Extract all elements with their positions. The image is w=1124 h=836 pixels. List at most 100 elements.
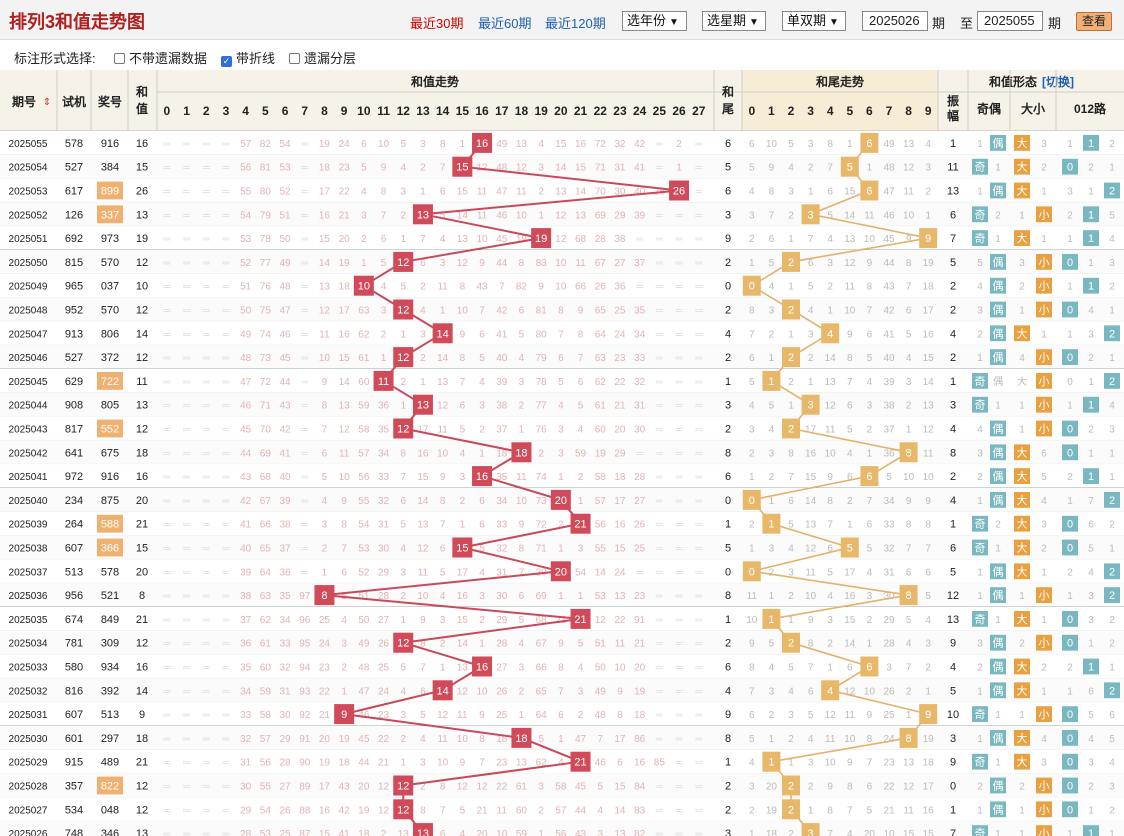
quick-link-30[interactable]: 最近30期 bbox=[410, 16, 464, 31]
weekday-select[interactable]: 选星期 ▼ bbox=[702, 11, 766, 31]
sum-ball bbox=[393, 251, 414, 272]
option-polyline[interactable]: ✓ 带折线 bbox=[221, 48, 275, 67]
miss-cell: ═ bbox=[655, 782, 664, 793]
miss-cell: ═ bbox=[202, 139, 211, 150]
row-bg bbox=[0, 821, 1124, 836]
miss-cell: 85 bbox=[654, 758, 666, 769]
parity-ball bbox=[990, 492, 1006, 508]
miss-cell: 6 bbox=[769, 234, 775, 245]
miss-cell: 偶 bbox=[993, 375, 1003, 388]
miss-cell: 41 bbox=[883, 329, 895, 340]
miss-cell: 56 bbox=[358, 472, 370, 483]
miss-cell: 12 bbox=[923, 425, 935, 436]
miss-cell: 14 bbox=[595, 567, 607, 578]
miss-cell: 30 bbox=[496, 591, 508, 602]
miss-cell: 5 bbox=[1088, 544, 1094, 555]
from-issue-input[interactable]: 2025026 bbox=[862, 11, 928, 31]
switch-link[interactable]: [切换] bbox=[1042, 74, 1074, 89]
miss-cell: 12 bbox=[805, 544, 817, 555]
parity-select[interactable]: 单双期 ▼ bbox=[782, 11, 846, 31]
sum-col-header: 0 bbox=[164, 104, 171, 118]
issue-header[interactable]: 期号 bbox=[12, 94, 36, 109]
checkbox-icon[interactable] bbox=[114, 53, 125, 64]
miss-cell: 2 bbox=[1067, 567, 1073, 578]
tail-cell: 9 bbox=[725, 709, 731, 721]
miss-cell: 27 bbox=[378, 615, 390, 626]
year-select[interactable]: 选年份 ▼ bbox=[622, 11, 687, 31]
miss-cell: ═ bbox=[675, 567, 684, 578]
parity-text: 奇 bbox=[975, 542, 986, 555]
miss-cell: 70 bbox=[260, 425, 272, 436]
miss-cell: 38 bbox=[279, 520, 291, 531]
option-miss-layer[interactable]: 遗漏分层 bbox=[289, 48, 356, 67]
size-header: 大小 bbox=[1021, 101, 1045, 116]
tail-cell: 1 bbox=[725, 614, 731, 626]
miss-cell: 56 bbox=[260, 758, 272, 769]
tail-ball-text: 8 bbox=[906, 733, 912, 745]
sum-ball bbox=[393, 799, 414, 820]
miss-cell: 14 bbox=[437, 353, 449, 364]
tail-cell: 6 bbox=[725, 662, 731, 674]
miss-cell: 20 bbox=[358, 782, 370, 793]
sum-cell: 18 bbox=[136, 733, 148, 745]
miss-cell: 7 bbox=[827, 829, 833, 836]
miss-cell: 2 bbox=[1041, 663, 1047, 674]
miss-cell: 5 bbox=[400, 520, 406, 531]
miss-cell: ═ bbox=[694, 139, 703, 150]
miss-cell: 43 bbox=[339, 782, 351, 793]
checkbox-checked-icon[interactable]: ✓ bbox=[221, 56, 232, 67]
miss-cell: 8 bbox=[460, 282, 466, 293]
miss-cell: ═ bbox=[694, 591, 703, 602]
miss-cell: 22 bbox=[378, 734, 390, 745]
parity-ball bbox=[990, 801, 1006, 818]
miss-cell: 11 bbox=[864, 210, 875, 221]
miss-cell: 2 bbox=[769, 472, 775, 483]
quick-link-60[interactable]: 最近60期 bbox=[478, 16, 532, 31]
tail-cell: 2 bbox=[725, 305, 731, 317]
miss-cell: 39 bbox=[240, 567, 252, 578]
route-ball bbox=[1062, 611, 1078, 627]
option-no-miss[interactable]: 不带遗漏数据 bbox=[114, 48, 207, 67]
sum-ball bbox=[412, 204, 433, 225]
miss-cell: ═ bbox=[202, 615, 211, 626]
miss-cell: 31 bbox=[240, 758, 252, 769]
miss-cell: 5 bbox=[460, 805, 466, 816]
miss-cell: ═ bbox=[655, 401, 664, 412]
miss-cell: 2 bbox=[1041, 163, 1047, 174]
tail-ball bbox=[782, 299, 800, 320]
sum-ball bbox=[412, 394, 433, 415]
miss-cell: ═ bbox=[202, 377, 211, 388]
to-issue-input[interactable]: 2025055 bbox=[977, 11, 1043, 31]
issue-cell: 2025026 bbox=[9, 829, 48, 836]
miss-cell: 6 bbox=[749, 353, 755, 364]
miss-cell: 33 bbox=[378, 472, 390, 483]
miss-cell: 2 bbox=[808, 782, 814, 793]
view-button[interactable]: 查看 bbox=[1076, 12, 1112, 31]
miss-cell: 16 bbox=[805, 448, 817, 459]
miss-cell: 13 bbox=[614, 829, 626, 836]
miss-cell: 61 bbox=[516, 782, 528, 793]
checkbox-icon[interactable] bbox=[289, 53, 300, 64]
miss-cell: 58 bbox=[358, 425, 370, 436]
amp-cell: 9 bbox=[950, 638, 956, 650]
miss-cell: 1 bbox=[1109, 306, 1115, 317]
miss-cell: 14 bbox=[575, 187, 587, 198]
miss-cell: 37 bbox=[883, 425, 895, 436]
tail-ball-text: 5 bbox=[847, 543, 853, 555]
miss-cell: 8 bbox=[578, 329, 584, 340]
trial-cell: 915 bbox=[65, 757, 83, 769]
miss-cell: 1 bbox=[1041, 329, 1047, 340]
miss-cell: 7 bbox=[808, 663, 814, 674]
miss-cell: 8 bbox=[558, 306, 564, 317]
quick-link-120[interactable]: 最近120期 bbox=[545, 16, 606, 31]
miss-cell: ═ bbox=[221, 472, 230, 483]
size-ball bbox=[1014, 325, 1030, 342]
sum-ball bbox=[412, 823, 433, 836]
size-text: 大 bbox=[1017, 517, 1028, 531]
size-ball bbox=[1036, 301, 1052, 318]
miss-cell: 2 bbox=[341, 663, 347, 674]
miss-cell: 35 bbox=[240, 663, 252, 674]
size-ball bbox=[1036, 373, 1052, 389]
miss-cell: 4 bbox=[578, 663, 584, 674]
miss-cell: 32 bbox=[634, 377, 646, 388]
